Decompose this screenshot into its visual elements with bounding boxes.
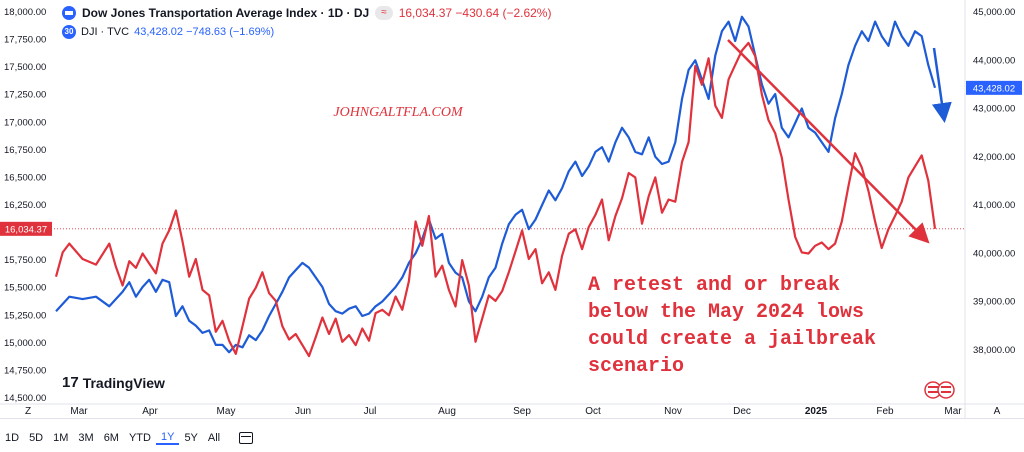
left-axis-tick-label: 15,500.00	[4, 283, 46, 294]
tradingview-text: TradingView	[82, 374, 165, 391]
x-axis-tick-label: Dec	[733, 406, 751, 417]
left-axis-tick-label: 16,750.00	[4, 145, 46, 156]
annotation-line: A retest and or break	[588, 274, 840, 297]
right-axis-tick-label: 38,000.00	[973, 345, 1015, 356]
right-axis-tick-label: 45,000.00	[973, 7, 1015, 18]
range-ytd[interactable]: YTD	[128, 432, 151, 444]
flag-stripe	[941, 391, 951, 393]
us-flag-icon[interactable]	[937, 381, 955, 399]
right-axis-tick-label: 40,000.00	[973, 248, 1015, 259]
transports-series-line	[54, 41, 937, 358]
range-3m[interactable]: 3M	[78, 432, 94, 444]
x-axis-tick-label: Aug	[438, 406, 456, 417]
left-last-price-badge	[0, 221, 52, 236]
symbol-logo-icon	[62, 6, 76, 20]
left-axis-tick-label: 15,250.00	[4, 310, 46, 321]
x-axis-tick-label: Z	[25, 406, 31, 417]
left-axis-tick-label: 17,500.00	[4, 62, 46, 73]
annotation-line: scenario	[588, 355, 684, 378]
x-axis-tick-label: A	[994, 406, 1001, 417]
dji-badge-icon: 30	[62, 25, 76, 39]
x-axis-tick-label: Sep	[513, 406, 531, 417]
toolbar-divider	[0, 418, 1024, 419]
range-1m[interactable]: 1M	[53, 432, 69, 444]
left-axis-tick-label: 18,000.00	[4, 7, 46, 18]
x-axis-tick-label: Oct	[585, 406, 601, 417]
range-6m[interactable]: 6M	[103, 432, 119, 444]
blue-down-arrow	[931, 47, 952, 123]
right-axis-tick-label: 41,000.00	[973, 200, 1015, 211]
flag-stripe	[928, 386, 938, 388]
tradingview-logo: 17 TradingView	[62, 374, 165, 391]
right-axis-tick-label: 42,000.00	[973, 152, 1015, 163]
range-1y[interactable]: 1Y	[155, 431, 180, 445]
chart-header: Dow Jones Transportation Average Index ·…	[62, 5, 551, 21]
left-axis-tick-label: 17,000.00	[4, 117, 46, 128]
x-axis-tick-label: Jul	[364, 406, 377, 417]
flag-stripe	[941, 386, 951, 388]
annotation-line: could create a jailbreak	[588, 328, 876, 351]
right-axis-tick-label: 39,000.00	[973, 297, 1015, 308]
x-axis-tick-label: 2025	[805, 406, 828, 417]
range-all[interactable]: All	[207, 432, 221, 444]
x-axis-tick-label: Jun	[295, 406, 311, 417]
flag-stripe	[928, 391, 938, 393]
left-axis-tick-label: 16,250.00	[4, 200, 46, 211]
watermark-text: JOHNGALTFLA.COM	[333, 105, 464, 120]
x-axis-tick-label: Nov	[664, 406, 682, 417]
range-5d[interactable]: 5D	[29, 432, 44, 444]
range-toolbar: 1D 5D 1M 3M 6M YTD 1Y 5Y All	[0, 428, 254, 448]
right-last-price-label: 43,428.02	[973, 83, 1015, 94]
x-axis-tick-label: Feb	[876, 406, 894, 417]
dji-label[interactable]: DJI · TVC	[81, 26, 130, 38]
right-axis-tick-label: 44,000.00	[973, 55, 1015, 66]
dji-values: 43,428.02 −748.63 (−1.69%)	[134, 26, 275, 38]
range-1d[interactable]: 1D	[5, 432, 20, 444]
left-axis-tick-label: 17,750.00	[4, 35, 46, 46]
left-axis-tick-label: 14,500.00	[4, 393, 46, 404]
compare-pill[interactable]: ≈	[375, 6, 393, 20]
red-downtrend-arrow	[727, 39, 930, 244]
right-axis-tick-label: 43,000.00	[973, 104, 1015, 115]
x-axis-tick-label: May	[217, 406, 236, 417]
x-axis-tick-label: Mar	[944, 406, 962, 417]
range-5y[interactable]: 5Y	[184, 432, 198, 444]
left-axis-tick-label: 15,000.00	[4, 338, 46, 349]
right-last-price-badge	[966, 80, 1022, 95]
symbol-title[interactable]: Dow Jones Transportation Average Index ·…	[82, 6, 370, 20]
calendar-icon[interactable]	[239, 432, 254, 444]
symbol-values: 16,034.37 −430.64 (−2.62%)	[398, 6, 552, 20]
tradingview-logo-icon: 17	[62, 374, 79, 391]
annotation-line: below the May 2024 lows	[588, 301, 864, 324]
left-axis-tick-label: 16,500.00	[4, 172, 46, 183]
left-axis-tick-label: 15,750.00	[4, 255, 46, 266]
left-last-price-label: 16,034.37	[5, 224, 47, 235]
compare-symbol-row: 30 DJI · TVC 43,428.02 −748.63 (−1.69%)	[62, 25, 274, 39]
left-axis-tick-label: 17,250.00	[4, 90, 46, 101]
x-axis-tick-label: Apr	[142, 406, 158, 417]
x-axis-tick-label: Mar	[70, 406, 88, 417]
left-axis-tick-label: 14,750.00	[4, 365, 46, 376]
dji-series-line	[55, 15, 937, 354]
